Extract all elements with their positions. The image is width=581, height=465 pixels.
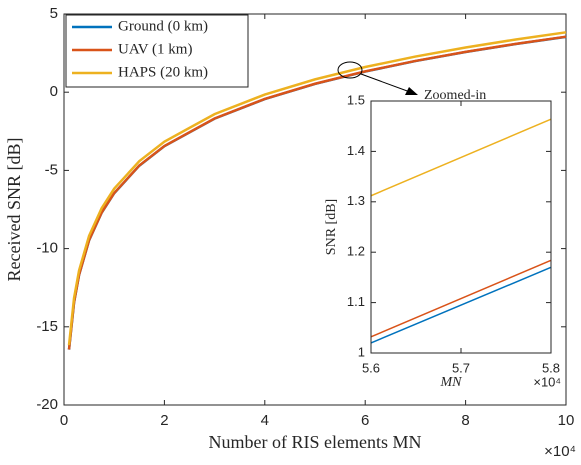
y-tick-label: 1.4 xyxy=(347,143,365,158)
y-tick-label: -5 xyxy=(45,161,58,178)
annotation: Zoomed-in xyxy=(424,88,486,103)
x-exponent: ×10⁴ xyxy=(544,443,576,460)
x-tick-label: 6 xyxy=(361,412,369,429)
y-tick-label: 1.2 xyxy=(347,244,365,259)
x-tick-label: 5.7 xyxy=(452,360,470,375)
y-axis-label: SNR [dB] xyxy=(324,199,339,255)
legend-label: HAPS (20 km) xyxy=(118,64,208,80)
x-exponent: ×10⁴ xyxy=(533,374,561,389)
y-tick-label: -15 xyxy=(36,318,58,335)
y-tick-label: 0 xyxy=(50,83,58,100)
y-tick-label: 1.1 xyxy=(347,294,365,309)
zoom-arrow xyxy=(360,73,411,93)
y-tick-label: 1 xyxy=(358,344,365,359)
plot-area xyxy=(371,101,551,353)
legend: Ground (0 km) UAV (1 km) HAPS (20 km) xyxy=(65,14,249,88)
y-tick-label: 1.5 xyxy=(347,92,365,107)
x-axis-label: Number of RIS elements MN xyxy=(209,432,422,452)
main-lines xyxy=(67,31,567,350)
y-tick-label: -10 xyxy=(36,240,58,257)
legend-label: Ground (0 km) xyxy=(118,18,208,34)
x-tick-label: 2 xyxy=(160,412,168,429)
x-tick-label: 4 xyxy=(261,412,269,429)
zoom-ellipse xyxy=(337,61,363,79)
x-tick-label: 0 xyxy=(60,412,68,429)
arrow-head xyxy=(405,87,418,95)
x-tick-label: 5.8 xyxy=(542,360,560,375)
x-tick-label: 5.6 xyxy=(362,360,380,375)
y-tick-label: -20 xyxy=(36,396,58,413)
y-axis-label: Received SNR [dB] xyxy=(4,138,24,282)
x-axis-label: MN xyxy=(440,375,463,390)
series-line xyxy=(370,266,552,344)
y-tick-label: 1.3 xyxy=(347,193,365,208)
series-line xyxy=(67,31,567,346)
series-line xyxy=(370,118,552,197)
legend-label: UAV (1 km) xyxy=(118,41,192,57)
inset: 5.6 5.7 5.8 1 1.1 1.2 1.3 1.4 1.5 MN SNR [dB] ×10⁴ xyxy=(324,92,561,390)
x-tick-label: 10 xyxy=(558,412,575,429)
series-line xyxy=(370,259,552,338)
y-tick-label: 5 xyxy=(50,5,58,22)
axes-box xyxy=(63,13,567,406)
x-tick-label: 8 xyxy=(461,412,469,429)
